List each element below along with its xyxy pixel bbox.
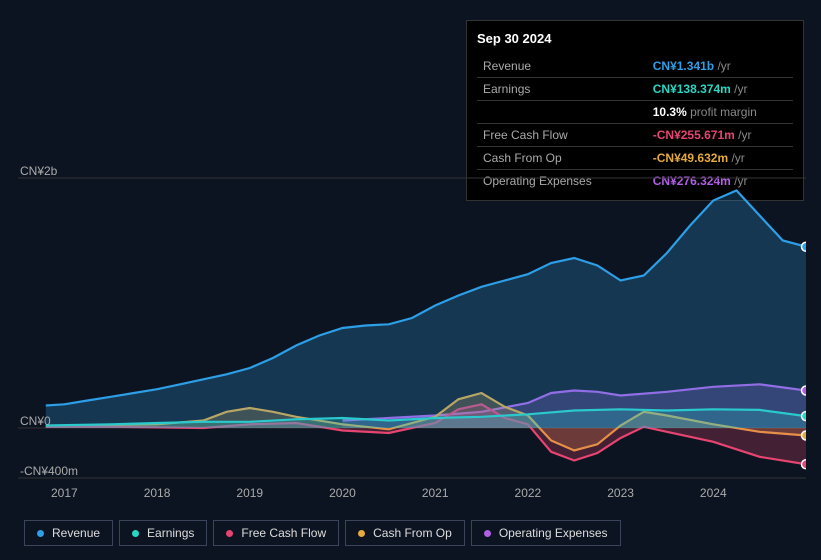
tooltip-row-value: CN¥138.374m /yr xyxy=(647,77,793,100)
legend-label: Cash From Op xyxy=(373,526,452,540)
series-endpoint xyxy=(802,431,807,440)
legend-label: Earnings xyxy=(147,526,194,540)
tooltip-row-label: Earnings xyxy=(477,77,647,100)
legend: Revenue Earnings Free Cash Flow Cash From O… xyxy=(24,520,621,546)
series-endpoint xyxy=(802,412,807,421)
tooltip-row-label xyxy=(477,100,647,123)
x-axis-label: 2023 xyxy=(607,486,634,500)
legend-item-earnings[interactable]: Earnings xyxy=(119,520,207,546)
tooltip-row-label: Revenue xyxy=(477,55,647,78)
legend-dot-icon xyxy=(484,530,491,537)
tooltip-row-value: -CN¥255.671m /yr xyxy=(647,123,793,146)
tooltip-date: Sep 30 2024 xyxy=(477,29,793,49)
x-axis-label: 2021 xyxy=(422,486,449,500)
y-axis-label: -CN¥400m xyxy=(20,464,78,478)
tooltip-row-label: Free Cash Flow xyxy=(477,123,647,146)
tooltip-row-value: CN¥1.341b /yr xyxy=(647,55,793,78)
legend-label: Operating Expenses xyxy=(499,526,608,540)
legend-item-cash-from-op[interactable]: Cash From Op xyxy=(345,520,465,546)
y-axis-label: CN¥2b xyxy=(20,164,57,178)
legend-dot-icon xyxy=(37,530,44,537)
tooltip-row: RevenueCN¥1.341b /yr xyxy=(477,55,793,78)
x-axis-label: 2017 xyxy=(51,486,78,500)
legend-label: Free Cash Flow xyxy=(241,526,326,540)
legend-dot-icon xyxy=(358,530,365,537)
legend-dot-icon xyxy=(132,530,139,537)
x-axis-label: 2018 xyxy=(144,486,171,500)
tooltip-row-value: 10.3% profit margin xyxy=(647,100,793,123)
x-axis-label: 2020 xyxy=(329,486,356,500)
x-axis-label: 2024 xyxy=(700,486,727,500)
legend-item-free-cash-flow[interactable]: Free Cash Flow xyxy=(213,520,339,546)
legend-item-operating-expenses[interactable]: Operating Expenses xyxy=(471,520,621,546)
chart-svg xyxy=(18,160,806,500)
legend-dot-icon xyxy=(226,530,233,537)
x-axis-label: 2019 xyxy=(236,486,263,500)
legend-label: Revenue xyxy=(52,526,100,540)
tooltip-row: 10.3% profit margin xyxy=(477,100,793,123)
y-axis-label: CN¥0 xyxy=(20,414,51,428)
financials-chart[interactable]: CN¥2b CN¥0 -CN¥400m 2017 2018 2019 2020 2021 20… xyxy=(18,160,806,520)
legend-item-revenue[interactable]: Revenue xyxy=(24,520,113,546)
tooltip-row: Free Cash Flow-CN¥255.671m /yr xyxy=(477,123,793,146)
series-endpoint xyxy=(802,386,807,395)
tooltip-row: EarningsCN¥138.374m /yr xyxy=(477,77,793,100)
series-area-revenue xyxy=(46,191,806,429)
x-axis-label: 2022 xyxy=(515,486,542,500)
series-endpoint xyxy=(802,242,807,251)
series-endpoint xyxy=(802,460,807,469)
